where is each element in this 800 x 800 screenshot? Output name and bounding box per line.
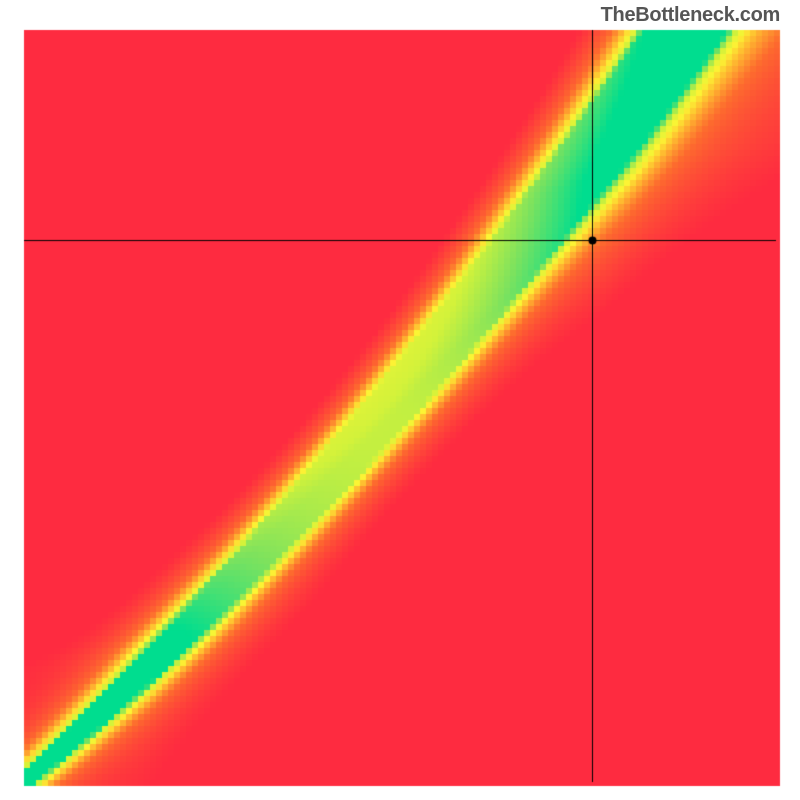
heatmap-canvas [0, 0, 800, 800]
watermark: TheBottleneck.com [601, 4, 780, 27]
